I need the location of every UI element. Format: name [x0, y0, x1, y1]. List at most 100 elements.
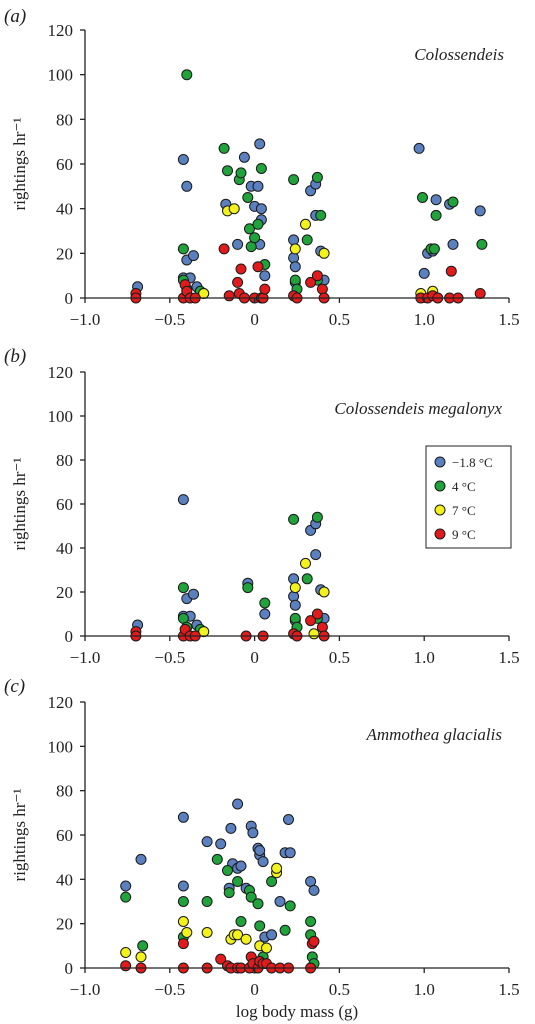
point-18C	[238, 151, 250, 163]
y-tick-label: 100	[48, 66, 74, 85]
point-9C	[259, 283, 271, 295]
legend-marker	[434, 528, 446, 540]
y-tick-label: 40	[56, 200, 73, 219]
legend-marker	[434, 456, 446, 468]
point-18C	[289, 599, 301, 611]
point-18C	[447, 238, 459, 250]
y-tick-label: 60	[56, 495, 73, 514]
point-9C	[177, 938, 189, 950]
x-tick-label: 0	[250, 980, 259, 999]
point-18C	[283, 814, 294, 825]
x-tick-label: −1.0	[70, 648, 101, 667]
point-4C	[476, 238, 488, 250]
point-18C	[474, 205, 486, 217]
y-tick-label: 60	[56, 155, 73, 174]
y-tick-label: 0	[65, 289, 74, 308]
y-tick-label: 100	[48, 737, 74, 756]
legend-marker	[434, 504, 446, 516]
point-7C	[289, 582, 301, 594]
point-4C	[284, 900, 296, 912]
point-18C	[430, 194, 442, 206]
point-4C	[120, 891, 132, 903]
point-4C	[315, 209, 327, 221]
y-tick-label: 0	[65, 627, 74, 646]
point-4C	[244, 223, 255, 235]
point-4C	[222, 165, 233, 177]
point-9C	[316, 283, 328, 295]
y-tick-label: 120	[48, 693, 74, 712]
point-4C	[288, 513, 300, 525]
point-4C	[232, 876, 244, 887]
point-18C	[232, 238, 244, 250]
point-18C	[288, 234, 300, 246]
point-18C	[252, 180, 264, 192]
point-7C	[318, 586, 330, 598]
y-tick-label: 40	[56, 870, 73, 889]
point-4C	[255, 163, 267, 174]
point-18C	[247, 827, 259, 839]
point-9C	[235, 263, 247, 275]
point-7C	[228, 203, 240, 215]
x-tick-label: 0	[250, 648, 259, 667]
point-4C	[137, 940, 149, 952]
point-4C	[311, 511, 323, 523]
point-4C	[447, 196, 459, 208]
point-18C	[177, 880, 189, 892]
x-axis-title: log body mass (g)	[236, 1002, 358, 1021]
point-18C	[418, 267, 430, 279]
point-7C	[289, 243, 301, 255]
point-4C	[218, 142, 230, 154]
x-tick-label: 0.5	[329, 980, 350, 999]
point-7C	[300, 557, 311, 569]
legend-marker	[434, 480, 446, 492]
point-7C	[120, 947, 132, 958]
y-tick-label: 120	[48, 21, 74, 40]
panel-label: (c)	[4, 676, 25, 697]
point-4C	[266, 876, 278, 887]
point-9C	[223, 290, 235, 302]
point-18C	[289, 261, 301, 273]
point-7C	[300, 218, 311, 230]
x-tick-label: −1.0	[70, 310, 101, 329]
point-18C	[225, 822, 237, 834]
point-4C	[430, 209, 442, 221]
legend-label: 4 °C	[452, 479, 476, 494]
point-18C	[288, 573, 300, 585]
point-18C	[288, 590, 300, 602]
chart-title: Ammothea glacialis	[365, 725, 502, 744]
point-18C	[274, 896, 286, 907]
panel-1: (b) Colossendeis megalonyx rightings hr⁻¹ 0…	[4, 346, 520, 667]
y-tick-label: 100	[48, 407, 74, 426]
point-4C	[177, 582, 189, 594]
x-tick-label: 1.0	[414, 980, 435, 999]
point-9C	[232, 276, 244, 288]
point-4C	[311, 171, 323, 183]
point-4C	[252, 218, 264, 230]
x-tick-label: −0.5	[154, 310, 185, 329]
legend: −1.8 °C 4 °C 7 °C 9 °C	[425, 445, 512, 549]
x-tick-label: 1.5	[498, 310, 519, 329]
point-4C	[249, 232, 261, 244]
legend-label: −1.8 °C	[452, 455, 493, 470]
point-18C	[177, 811, 189, 823]
point-18C	[232, 798, 244, 810]
point-4C	[301, 573, 313, 585]
y-axis-title: rightings hr⁻¹	[10, 458, 29, 551]
point-9C	[120, 960, 132, 972]
point-4C	[235, 916, 247, 927]
y-tick-label: 120	[48, 363, 74, 382]
y-tick-label: 80	[56, 782, 73, 801]
point-4C	[245, 891, 257, 903]
y-tick-label: 0	[65, 959, 74, 978]
point-7C	[261, 942, 272, 954]
x-tick-label: 0.5	[329, 648, 350, 667]
point-18C	[259, 270, 271, 282]
point-7C	[271, 862, 283, 874]
point-9C	[305, 615, 317, 627]
panel-0: (a) Colossendeis rightings hr⁻¹ 0 20 40 60 80 10…	[4, 6, 520, 329]
point-9C	[252, 261, 264, 273]
point-18C	[120, 880, 132, 892]
point-18C	[413, 142, 425, 154]
point-7C	[232, 929, 244, 941]
point-4C	[289, 612, 301, 624]
